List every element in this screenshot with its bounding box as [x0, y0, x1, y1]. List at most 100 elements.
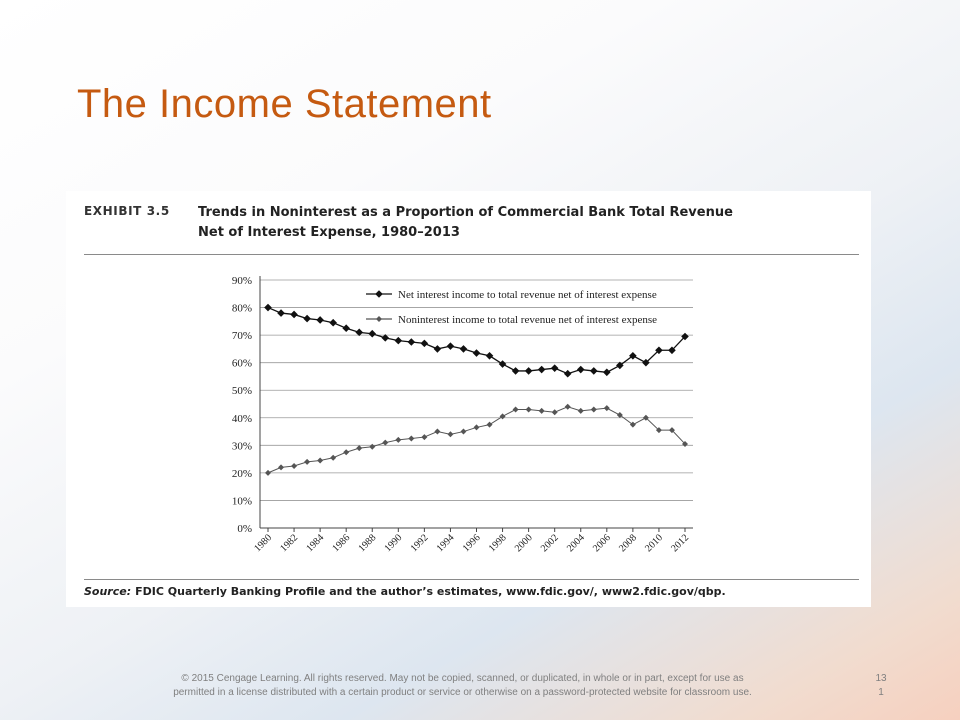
x-tick-label: 1990: [383, 532, 405, 554]
series-2-point: [369, 443, 376, 450]
page-number: 13 1: [866, 672, 896, 700]
copyright-line-1: © 2015 Cengage Learning. All rights rese…: [181, 673, 744, 684]
y-tick-label: 90%: [232, 275, 252, 287]
legend-marker-2: [376, 316, 382, 322]
series-2-point: [629, 421, 636, 428]
x-tick-label: 1994: [435, 532, 457, 554]
series-1-point: [563, 369, 572, 378]
series-2-point: [460, 428, 467, 435]
series-1-point: [316, 316, 324, 324]
series-1-point: [433, 345, 442, 353]
source-text: FDIC Quarterly Banking Profile and the a…: [135, 585, 726, 598]
series-1-point: [381, 334, 390, 342]
page-number-line-1: 13: [875, 673, 887, 684]
series-2-point: [408, 435, 415, 442]
series-2-point: [356, 445, 363, 452]
series-1-point: [485, 351, 494, 360]
series-1-point: [264, 303, 272, 312]
x-tick-label: 1984: [304, 532, 326, 554]
series-2-point: [668, 427, 675, 434]
series-2-point: [564, 403, 571, 410]
exhibit-label: EXHIBIT 3.5: [84, 204, 170, 218]
series-1-point: [589, 367, 598, 375]
series-1-point: [472, 349, 481, 357]
x-tick-label: 1986: [330, 532, 352, 554]
series-2-point: [447, 431, 454, 438]
series-1-point: [524, 367, 533, 375]
source-label: Source:: [84, 585, 132, 598]
y-tick-label: 20%: [232, 468, 252, 480]
series-1-point: [342, 324, 350, 333]
series-2-point: [603, 405, 610, 412]
series-2-point: [330, 454, 337, 461]
legend-label-1: Net interest income to total revenue net…: [398, 289, 657, 301]
y-tick-label: 30%: [232, 440, 252, 452]
series-1-point: [681, 332, 689, 341]
legend-label-2: Noninterest income to total revenue net …: [398, 314, 657, 326]
series-1-point: [498, 360, 507, 368]
title-divider: [84, 254, 859, 255]
series-2-point: [499, 413, 506, 420]
series-2-point: [525, 406, 532, 413]
series-1-point: [446, 342, 455, 350]
series-2-point: [551, 409, 558, 416]
x-tick-label: 1982: [278, 532, 300, 554]
series-1-point: [616, 361, 624, 370]
series-2-point: [278, 464, 285, 471]
series-2-point: [486, 421, 493, 428]
series-line-2: [267, 406, 686, 474]
series-1-point: [603, 368, 611, 377]
series-2-point: [317, 457, 324, 464]
series-2-point: [421, 434, 428, 441]
exhibit-title-line-2: Net of Interest Expense, 1980–2013: [198, 225, 460, 240]
series-2-point: [616, 412, 623, 419]
series-1-point: [394, 336, 403, 345]
series-2-point: [265, 469, 271, 476]
series-1-point: [550, 364, 559, 372]
series-1-point: [368, 329, 377, 338]
series-1-point: [629, 351, 637, 360]
x-tick-label: 2004: [565, 532, 587, 554]
series-1-point: [303, 314, 311, 323]
x-tick-label: 1992: [409, 532, 431, 554]
series-2-point: [434, 428, 441, 435]
series-2-point: [473, 424, 480, 431]
exhibit-figure: EXHIBIT 3.5 Trends in Noninterest as a P…: [66, 191, 871, 607]
series-2-point: [304, 458, 311, 465]
legend-marker-1: [375, 290, 383, 298]
x-tick-label: 1996: [461, 532, 483, 554]
series-2-point: [682, 440, 688, 447]
copyright-footer: © 2015 Cengage Learning. All rights rese…: [105, 672, 820, 700]
source-divider: [84, 579, 859, 580]
y-tick-label: 40%: [232, 413, 252, 425]
series-1-point: [329, 318, 337, 327]
series-2-point: [382, 439, 389, 446]
x-tick-label: 2000: [513, 532, 535, 554]
x-tick-label: 2006: [591, 532, 613, 554]
y-tick-label: 60%: [232, 358, 252, 370]
copyright-line-2: permitted in a license distributed with …: [173, 687, 752, 698]
x-tick-label: 2012: [669, 532, 691, 554]
series-1-point: [290, 310, 298, 319]
series-2-point: [642, 414, 649, 421]
series-1-point: [420, 339, 429, 348]
series-2-point: [343, 449, 350, 456]
series-1-point: [576, 365, 585, 374]
series-2-point: [512, 406, 519, 413]
series-1-point: [642, 358, 650, 367]
y-tick-label: 10%: [232, 495, 252, 507]
series-2-point: [577, 407, 584, 414]
exhibit-title: Trends in Noninterest as a Proportion of…: [198, 203, 858, 243]
exhibit-title-line-1: Trends in Noninterest as a Proportion of…: [198, 205, 733, 220]
x-tick-label: 2002: [539, 532, 561, 554]
series-2-point: [538, 407, 545, 414]
series-1-point: [407, 338, 416, 346]
series-1-point: [655, 346, 663, 355]
x-tick-label: 1988: [356, 532, 378, 554]
series-1-point: [668, 346, 676, 355]
series-2-point: [655, 427, 662, 434]
series-1-point: [459, 345, 468, 353]
x-tick-label: 2008: [617, 532, 639, 554]
x-tick-label: 2010: [643, 532, 665, 554]
series-1-point: [277, 309, 285, 317]
